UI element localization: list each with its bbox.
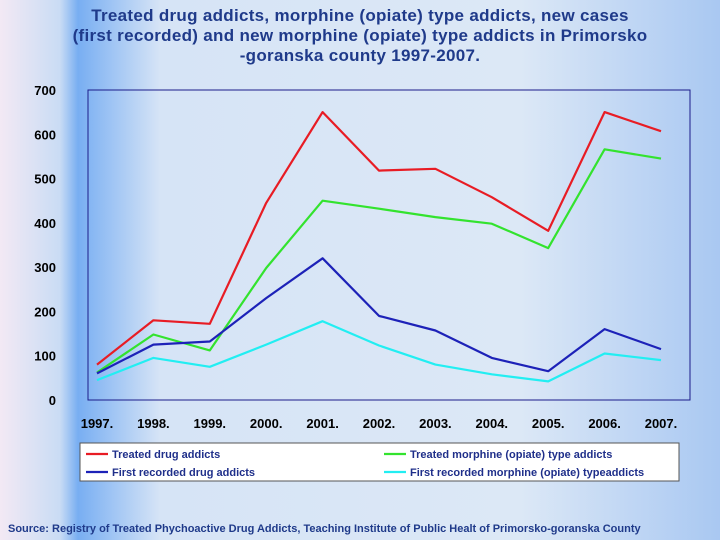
legend-box <box>79 442 680 482</box>
legend-label-first_recorded_morphine: First recorded morphine (opiate) typeadd… <box>410 467 644 479</box>
title-line-1: Treated drug addicts, morphine (opiate) … <box>91 6 629 25</box>
plot-area-border <box>87 89 691 401</box>
y-tick-label: 700 <box>34 83 56 98</box>
legend: Treated drug addicts Treated morphine (op… <box>79 442 680 482</box>
x-tick-label: 2002. <box>363 416 396 431</box>
x-axis: 1997. 1998. 1999. 2000. 2001. 2002. 2003. 2004.… <box>81 416 678 431</box>
x-tick-label: 2007. <box>645 416 678 431</box>
x-tick-label: 1999. <box>194 416 227 431</box>
legend-label-treated_morphine: Treated morphine (opiate) type addicts <box>410 449 612 461</box>
legend-label-first_recorded: First recorded drug addicts <box>112 467 255 479</box>
x-tick-label: 2006. <box>588 416 621 431</box>
y-axis: 0 100 200 300 400 500 600 700 <box>34 83 56 408</box>
series-line-treated <box>96 110 662 366</box>
series-line-first_recorded <box>96 257 662 375</box>
x-tick-label: 2000. <box>250 416 283 431</box>
series-line-treated_morphine <box>96 148 662 374</box>
x-tick-label: 2003. <box>419 416 452 431</box>
y-tick-label: 600 <box>34 127 56 142</box>
series-lines <box>96 110 662 383</box>
x-tick-label: 2005. <box>532 416 565 431</box>
x-tick-label: 2004. <box>476 416 509 431</box>
y-tick-label: 100 <box>34 349 56 364</box>
x-tick-label: 2001. <box>306 416 339 431</box>
chart-title: Treated drug addicts, morphine (opiate) … <box>0 6 720 66</box>
y-tick-label: 500 <box>34 172 56 187</box>
series-line-first_recorded_morphine <box>96 320 662 383</box>
title-line-3: -goranska county 1997-2007. <box>239 46 481 65</box>
legend-label-treated: Treated drug addicts <box>112 449 220 461</box>
source-note: Source: Registry of Treated Phychoactive… <box>8 523 641 535</box>
x-tick-label: 1997. <box>81 416 114 431</box>
y-tick-label: 0 <box>49 393 56 408</box>
y-tick-label: 400 <box>34 216 56 231</box>
x-tick-label: 1998. <box>137 416 170 431</box>
y-tick-label: 300 <box>34 260 56 275</box>
y-tick-label: 200 <box>34 304 56 319</box>
title-line-2: (first recorded) and new morphine (opiat… <box>72 26 648 45</box>
